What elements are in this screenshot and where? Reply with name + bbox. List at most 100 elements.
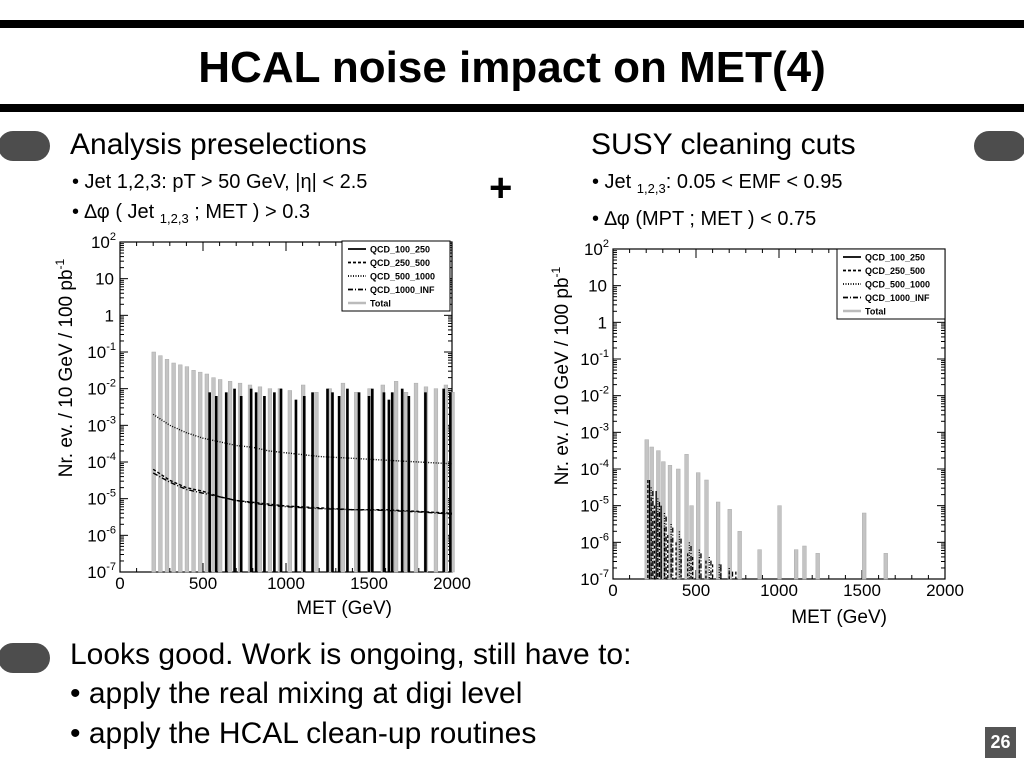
chart-right: 102 10 1 10-1 10-2 10-3 10-4 10-5 10-6 10-70 500 10… (549, 238, 964, 628)
bar-total (178, 364, 183, 573)
bar-qcd-100-250 (263, 396, 266, 572)
bar-total (340, 382, 346, 573)
bar-total (676, 468, 681, 580)
y-tick-label: 10-2 (580, 385, 609, 406)
bar-qcd-100-250 (273, 392, 276, 572)
y-tick-label: 10-7 (580, 568, 609, 589)
bar-total (393, 381, 399, 573)
bar-total (794, 549, 799, 580)
bar-qcd-100-250 (233, 388, 236, 572)
bar-total (667, 465, 673, 580)
bar-total (184, 366, 190, 573)
y-tick-label: 10-4 (87, 451, 116, 472)
x-tick-label: 0 (115, 574, 124, 593)
x-tick-label: 2000 (926, 581, 964, 600)
legend-label: QCD_250_500 (865, 266, 925, 276)
right-bullet-1: • Jet 1,2,3: 0.05 < EMF < 0.95 (592, 171, 843, 196)
bar-total (164, 359, 170, 573)
bar-total (158, 355, 163, 573)
y-axis-label: Nr. ev. / 10 GeV / 100 pb-1 (53, 258, 77, 477)
bar-total (403, 392, 409, 573)
legend-label: Total (865, 307, 886, 317)
bar-qcd-100-250 (239, 396, 243, 572)
legend-label: QCD_100_250 (865, 253, 925, 263)
bar-total (227, 381, 233, 573)
bar-total (354, 392, 359, 573)
footer-line-1: Looks good. Work is ongoing, still have … (70, 638, 632, 671)
section-marker-right (974, 131, 1024, 161)
bar-qcd-100-250 (424, 392, 427, 572)
legend-label: QCD_500_1000 (865, 280, 930, 290)
title-bottom-rule (0, 104, 1024, 112)
bar-qcd-100-250 (346, 388, 349, 572)
bar-total (883, 553, 888, 580)
y-tick-label: 10-3 (87, 414, 116, 435)
y-tick-label: 10-4 (580, 458, 609, 479)
bar-total (198, 371, 203, 573)
y-tick-label: 10 (588, 277, 607, 296)
y-tick-label: 10-5 (87, 488, 116, 509)
bar-qcd-100-250 (367, 396, 371, 572)
bar-qcd-100-250 (254, 392, 258, 572)
left-bullet-1: • Jet 1,2,3: pT > 50 GeV, |η| < 2.5 (72, 171, 368, 193)
bar-total (802, 545, 807, 580)
bar-qcd-100-250 (337, 396, 341, 572)
bar-total (716, 501, 721, 580)
footer-line-3: • apply the HCAL clean-up routines (70, 717, 537, 750)
bar-total (218, 379, 223, 573)
title-top-rule (0, 20, 1024, 28)
x-tick-label: 1000 (760, 581, 798, 600)
x-tick-label: 1500 (350, 574, 388, 593)
bar-qcd-100-250 (382, 392, 386, 572)
bar-total (204, 373, 209, 573)
page-number: 26 (985, 727, 1016, 758)
y-tick-label: 10-2 (87, 378, 116, 399)
bar-qcd-100-250 (449, 392, 452, 572)
bar-total (314, 392, 319, 573)
series-QCD_1000_INF (652, 491, 734, 579)
legend-box (836, 248, 946, 320)
y-tick-label: 1 (105, 306, 114, 325)
bar-qcd-100-250 (331, 392, 334, 572)
bar-qcd-100-250 (294, 399, 298, 572)
bar-qcd-100-250 (214, 396, 218, 572)
x-tick-label: 0 (608, 581, 617, 600)
bar-total (696, 472, 701, 580)
bar-qcd-100-250 (302, 396, 306, 572)
bar-total (757, 549, 762, 580)
slide-title: HCAL noise impact on MET(4) (198, 43, 826, 92)
section-marker-footer (0, 643, 50, 673)
legend-label: QCD_1000_INF (865, 293, 930, 303)
bar-total (777, 505, 782, 580)
bar-qcd-100-250 (357, 392, 361, 572)
bar-total (257, 386, 263, 573)
bar-qcd-100-250 (208, 392, 211, 572)
y-tick-label: 10-6 (580, 531, 609, 552)
bar-qcd-100-250 (442, 388, 446, 572)
bar-total (704, 479, 709, 580)
series-QCD_250_500 (152, 468, 453, 514)
bar-total (862, 512, 867, 580)
legend-label: QCD_250_500 (370, 258, 430, 268)
legend-label: Total (370, 299, 391, 309)
legend-label: QCD_100_250 (370, 245, 430, 255)
x-tick-label: 2000 (433, 574, 471, 593)
bar-total (171, 362, 176, 573)
chart-left: 102 10 1 10-1 10-2 10-3 10-4 10-5 10-6 10-70 500 10… (53, 231, 471, 619)
bar-total (413, 382, 419, 573)
legend: QCD_100_250 QCD_250_500 QCD_500_1000 QCD_10… (836, 248, 946, 320)
legend-label: QCD_500_1000 (370, 272, 435, 282)
y-tick-label: 10-6 (87, 524, 116, 545)
x-axis-label: MET (GeV) (791, 607, 887, 628)
y-tick-label: 10-7 (87, 561, 116, 582)
bar-total (684, 454, 689, 580)
bar-qcd-100-250 (279, 388, 283, 572)
y-tick-label: 102 (91, 231, 116, 252)
y-axis-label: Nr. ev. / 10 GeV / 100 pb-1 (549, 266, 573, 485)
bar-total (737, 531, 742, 580)
legend: QCD_100_250 QCD_250_500 QCD_500_1000 QCD_10… (341, 240, 451, 312)
line-qcd_250_500 (152, 468, 453, 514)
bar-qcd-100-250 (370, 388, 374, 572)
y-tick-label: 1 (598, 313, 607, 332)
